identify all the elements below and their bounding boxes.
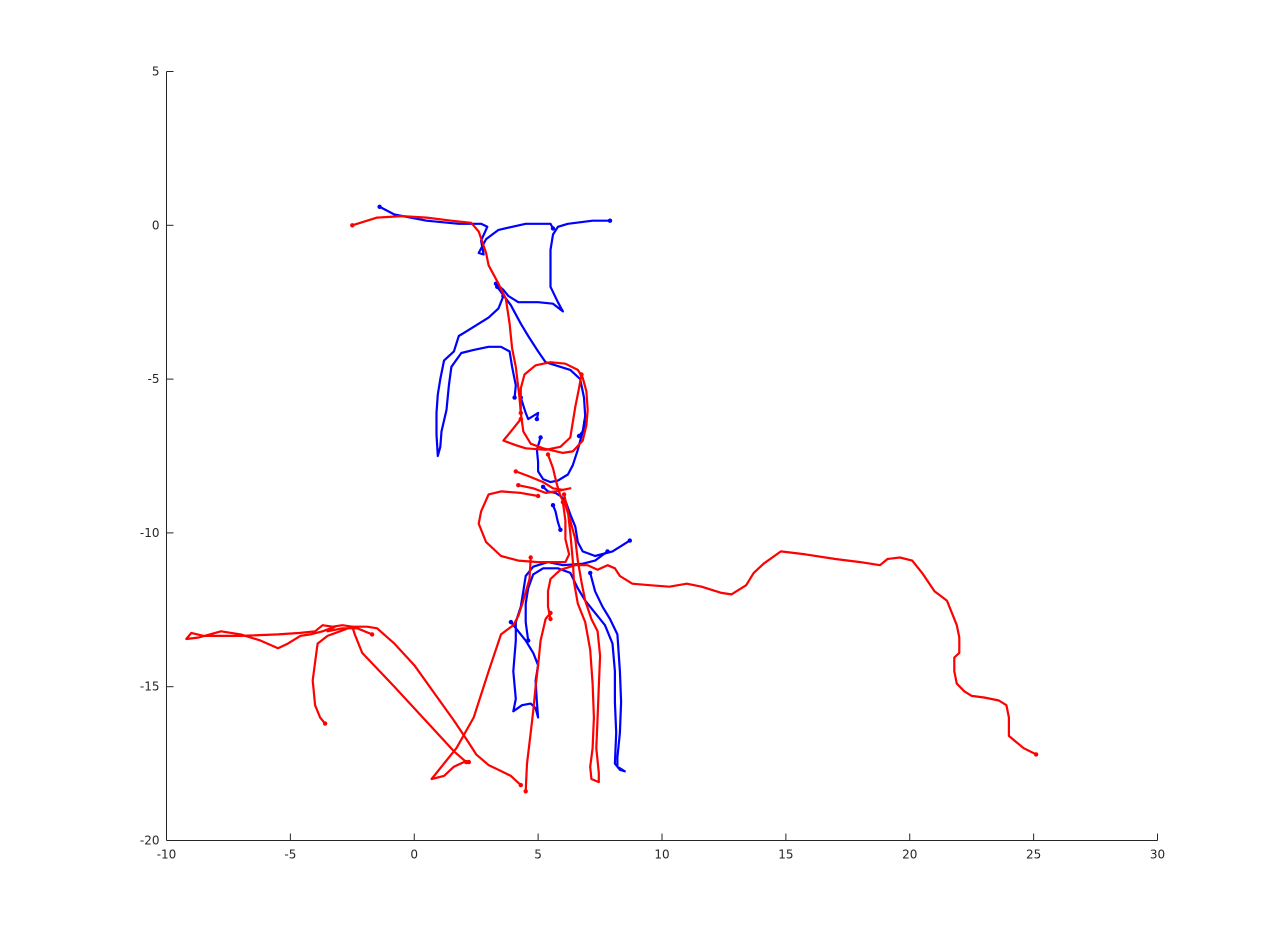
data-point	[1033, 752, 1039, 757]
y-tick-label: 5	[152, 65, 160, 79]
x-tick-label: 5	[534, 848, 542, 862]
trajectory-line	[430, 556, 532, 781]
axes: -10 -5 0 5 10 15 20 25 30 -20 -15 -10 -5 0 5	[140, 65, 1165, 862]
x-tick-label: 20	[902, 848, 917, 862]
data-point	[464, 759, 469, 765]
trajectory-line	[546, 550, 1038, 756]
x-tick-label: -10	[157, 848, 177, 862]
data-point	[605, 549, 610, 554]
data-point	[627, 538, 632, 543]
data-point	[526, 638, 531, 643]
data-point	[516, 483, 521, 488]
trajectory-line	[546, 453, 602, 784]
trajectory-line	[477, 490, 571, 564]
x-tick-label: -5	[284, 848, 296, 862]
x-tick-label: 0	[410, 848, 418, 862]
y-tick-label: 0	[152, 218, 160, 232]
data-point	[535, 493, 541, 499]
data-point	[561, 492, 567, 497]
data-point	[548, 616, 553, 622]
y-tick-label: -15	[140, 680, 160, 694]
trajectory-line	[535, 421, 587, 484]
y-tick-label: -10	[140, 526, 160, 540]
data-point	[369, 632, 375, 637]
data-point	[350, 223, 355, 228]
trajectory-line	[435, 294, 517, 458]
data-point	[523, 789, 528, 794]
trajectory-line	[311, 625, 522, 787]
trajectory-line	[351, 215, 589, 454]
y-tick-label: -20	[140, 834, 160, 848]
trajectory-line	[185, 624, 468, 764]
x-tick-label: 30	[1150, 848, 1165, 862]
data-point	[550, 226, 556, 231]
x-tick-label: 10	[654, 848, 669, 862]
data-point	[545, 452, 551, 457]
data-point	[518, 782, 523, 788]
trajectory-line	[494, 219, 612, 313]
trajectory-line	[524, 567, 626, 773]
trajectory-line	[519, 396, 540, 421]
data-point	[558, 527, 563, 532]
data-point	[322, 721, 328, 726]
data-point	[534, 416, 540, 422]
data-point	[377, 204, 382, 209]
y-tick-label: -5	[148, 372, 160, 386]
data-point	[560, 499, 566, 505]
trajectory-line	[551, 504, 562, 531]
data-point	[513, 469, 518, 474]
data-point	[540, 484, 546, 489]
data-point	[528, 555, 533, 560]
data-point	[508, 619, 514, 625]
trajectory-line	[378, 205, 555, 256]
data-point	[579, 372, 584, 377]
data-point	[512, 395, 517, 400]
data-point	[518, 416, 523, 422]
x-tick-label: 15	[778, 848, 793, 862]
trajectory-line	[496, 285, 587, 438]
data-point	[538, 435, 543, 440]
plot-series	[185, 204, 1039, 794]
trajectory-line	[524, 611, 552, 793]
data-point	[550, 503, 556, 508]
data-point	[607, 218, 613, 223]
trajectory-line	[514, 470, 572, 494]
trajectory-line	[502, 373, 583, 451]
x-tick-label: 25	[1026, 848, 1041, 862]
data-point	[588, 570, 593, 576]
series-2	[185, 215, 1039, 794]
data-point	[518, 410, 523, 416]
